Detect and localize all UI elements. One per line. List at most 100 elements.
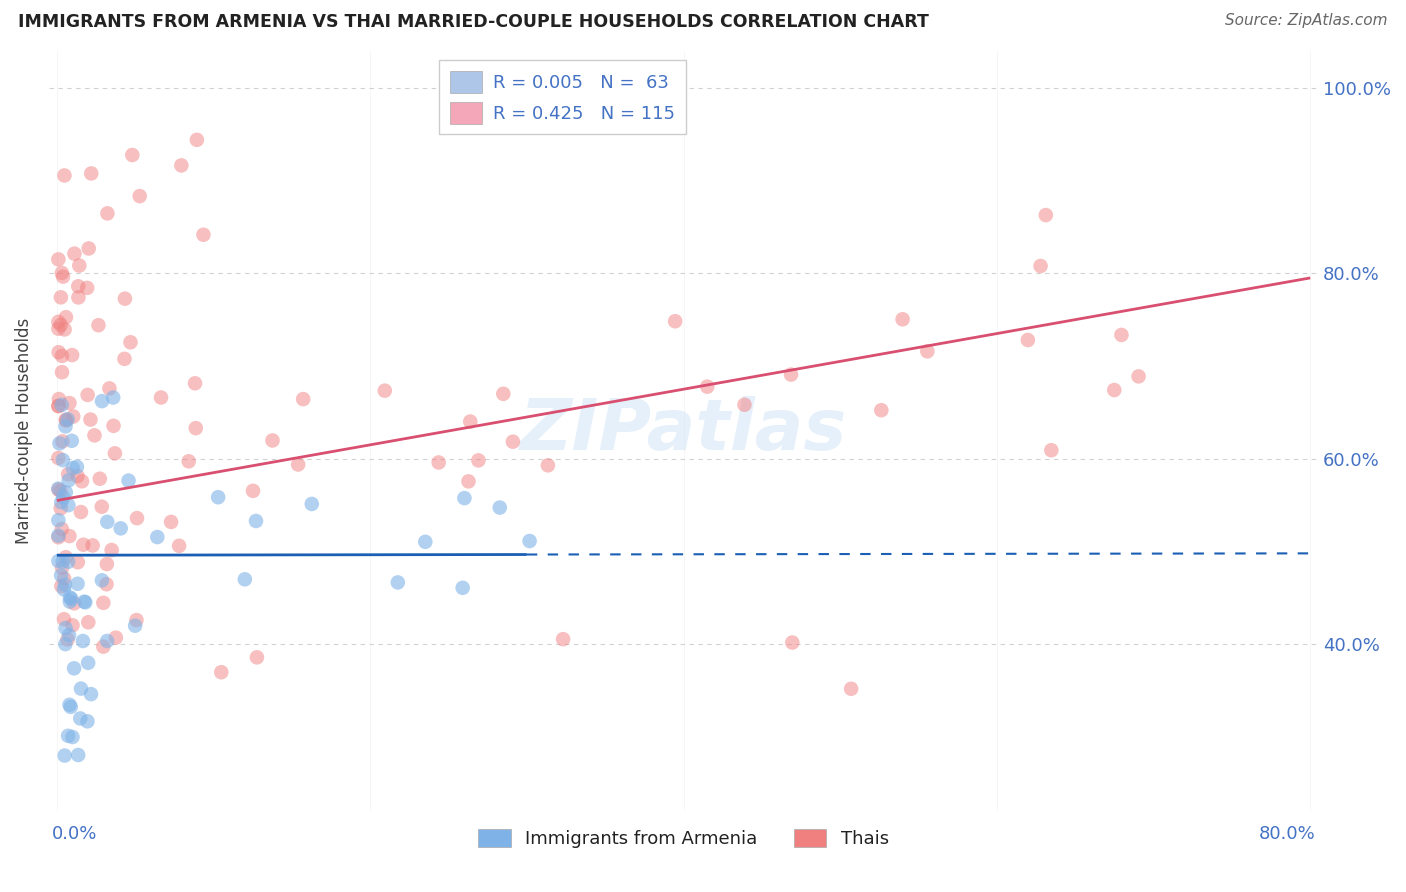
Point (48, 529, 70, 543)
Point (104, 631, 127, 645)
Point (58, 698, 80, 712)
Point (48, 530, 70, 544)
Point (48, 450, 70, 465)
Point (69, 711, 91, 725)
Point (96, 515, 118, 529)
Point (51, 349, 73, 363)
Point (80, 687, 103, 701)
Point (67, 259, 90, 273)
Point (66, 555, 89, 569)
Point (70, 505, 93, 519)
Point (870, 403, 893, 417)
Point (72, 634, 94, 648)
Point (167, 539, 190, 553)
Point (125, 613, 148, 627)
Point (56, 412, 79, 426)
Point (62, 409, 84, 424)
Point (292, 392, 315, 406)
Point (458, 415, 481, 429)
Point (537, 458, 560, 473)
Point (56, 555, 79, 569)
Point (90, 574, 112, 588)
Point (488, 500, 510, 515)
Point (48, 392, 70, 406)
Point (58, 396, 80, 410)
Point (48, 345, 70, 359)
Point (427, 455, 450, 469)
Point (55, 550, 77, 565)
Point (146, 530, 169, 544)
Point (51, 561, 73, 575)
Point (374, 384, 396, 398)
Point (91, 640, 114, 654)
Point (52, 555, 75, 569)
Point (121, 148, 143, 162)
Point (98, 381, 121, 395)
Point (80, 166, 103, 180)
Point (90, 500, 112, 514)
Point (696, 379, 718, 393)
Point (77, 656, 100, 670)
Point (55, 310, 77, 325)
Text: IMMIGRANTS FROM ARMENIA VS THAI MARRIED-COUPLE HOUSEHOLDS CORRELATION CHART: IMMIGRANTS FROM ARMENIA VS THAI MARRIED-… (18, 13, 929, 31)
Point (48, 399, 70, 413)
Point (91, 596, 114, 610)
Point (49, 501, 72, 516)
Point (52, 269, 75, 284)
Point (733, 398, 755, 412)
Point (53, 577, 76, 591)
Point (664, 314, 686, 328)
Point (48, 482, 70, 496)
Point (551, 632, 574, 647)
Point (413, 534, 436, 549)
Point (780, 368, 803, 382)
Point (1035, 208, 1057, 222)
Point (62, 730, 84, 744)
Point (56, 632, 79, 647)
Point (77, 615, 100, 630)
Point (1017, 333, 1039, 347)
Point (492, 386, 515, 401)
Point (87, 318, 110, 333)
Point (66, 576, 89, 591)
Point (91, 394, 114, 409)
Point (117, 474, 139, 488)
Point (246, 650, 269, 665)
Point (55, 621, 77, 635)
Point (75, 595, 97, 609)
Point (457, 475, 479, 489)
Point (76, 714, 98, 729)
Text: ZIPatlas: ZIPatlas (520, 396, 848, 466)
Point (56, 729, 79, 743)
Text: Source: ZipAtlas.com: Source: ZipAtlas.com (1225, 13, 1388, 29)
Point (262, 434, 284, 448)
Point (63, 246, 86, 260)
Point (59, 591, 82, 605)
Point (83, 428, 105, 442)
Point (48, 399, 70, 413)
Point (101, 391, 124, 405)
Point (62, 461, 84, 475)
Point (451, 581, 474, 595)
Point (70, 475, 93, 489)
Point (55, 485, 77, 500)
Point (56, 467, 79, 482)
Point (89, 472, 111, 486)
Point (63, 661, 86, 675)
Point (96, 634, 118, 648)
Point (55, 419, 77, 434)
Text: 80.0%: 80.0% (1258, 825, 1315, 843)
Point (209, 665, 232, 680)
Point (76, 388, 98, 402)
Point (242, 483, 264, 498)
Point (52, 612, 75, 626)
Point (52, 453, 75, 467)
Point (60, 434, 83, 448)
Point (49, 318, 72, 332)
Point (51, 522, 73, 536)
Point (73, 594, 96, 608)
Point (51, 495, 73, 509)
Point (72, 538, 94, 552)
Point (63, 596, 86, 610)
Point (79, 412, 101, 426)
